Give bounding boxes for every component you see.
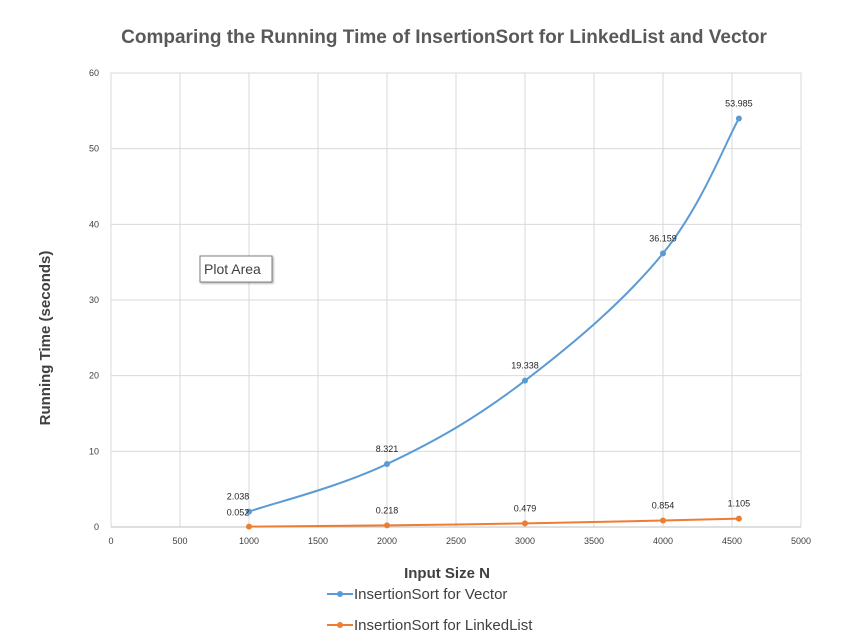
y-tick-label: 60 [89, 68, 99, 78]
series-1-point[interactable] [384, 461, 390, 468]
y-tick-label: 20 [89, 371, 99, 381]
legend: InsertionSort for Vector InsertionSort fo… [327, 586, 533, 634]
tooltip-text: Plot Area [204, 261, 261, 277]
x-tick-label: 2000 [377, 536, 397, 546]
legend-swatch-marker [337, 591, 343, 597]
series-line-1[interactable] [248, 118, 740, 513]
x-tick-label: 4500 [722, 536, 742, 546]
series-1-data-label: 53.985 [725, 99, 753, 109]
series-1-point[interactable] [735, 115, 742, 122]
series-2-data-label: 1.105 [728, 499, 751, 509]
x-tick-label: 1500 [308, 536, 328, 546]
series-1-point[interactable] [660, 250, 666, 257]
series-2-point[interactable] [384, 522, 390, 529]
y-tick-label: 0 [94, 522, 99, 532]
x-tick-label: 4000 [653, 536, 673, 546]
series-1-data-label: 36.159 [649, 233, 677, 243]
y-tick-label: 50 [89, 144, 99, 154]
y-tick-label: 40 [89, 219, 99, 229]
y-tick-label: 10 [89, 446, 99, 456]
series-1-point[interactable] [522, 377, 528, 384]
gridlines [110, 72, 802, 528]
x-tick-label: 500 [172, 536, 187, 546]
series-2-point[interactable] [522, 520, 528, 527]
series-2-data-label: 0.052 [227, 508, 250, 518]
legend-label: InsertionSort for LinkedList [354, 617, 533, 634]
series-line-2[interactable] [248, 517, 739, 528]
series-2-data-label: 0.218 [376, 505, 399, 515]
series-1-data-label: 2.038 [227, 492, 250, 502]
y-axis-title: Running Time (seconds) [37, 251, 54, 426]
x-tick-label: 0 [108, 536, 113, 546]
series-2-data-label: 0.854 [652, 501, 675, 511]
series-2-point[interactable] [246, 523, 252, 530]
axes: 0 500 1000 1500 2000 2500 3000 3500 4000 4500 5000… [89, 68, 811, 546]
legend-label: InsertionSort for Vector [354, 586, 507, 603]
y-tick-label: 30 [89, 295, 99, 305]
x-tick-label: 1000 [239, 536, 259, 546]
data-labels: 2.038 8.321 19.338 36.159 53.985 0.052 0.218 0.… [227, 99, 753, 518]
chart-title: Comparing the Running Time of InsertionS… [121, 27, 767, 48]
plot-series[interactable] [246, 115, 742, 530]
x-tick-label: 2500 [446, 536, 466, 546]
series-2-point[interactable] [735, 515, 742, 522]
plot-area-tooltip: Plot Area [199, 255, 273, 283]
tooltip-box [199, 255, 273, 283]
series-2-data-label: 0.479 [514, 503, 537, 513]
series-1-data-label: 19.338 [511, 361, 539, 371]
series-1-point[interactable] [246, 508, 252, 515]
series-1-data-label: 8.321 [376, 444, 399, 454]
x-tick-label: 3500 [584, 536, 604, 546]
x-tick-label: 3000 [515, 536, 535, 546]
legend-swatch-marker [337, 622, 343, 628]
series-2-point[interactable] [660, 517, 666, 524]
x-axis-title: Input Size N [404, 565, 490, 582]
x-tick-label: 5000 [791, 536, 811, 546]
